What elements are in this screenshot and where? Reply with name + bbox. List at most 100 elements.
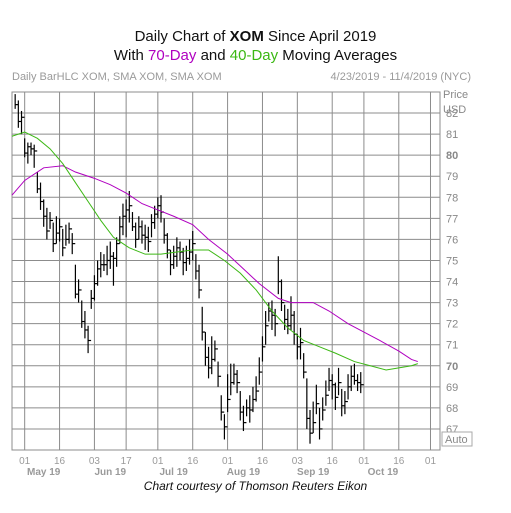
price-bar [74, 264, 79, 299]
price-bar [68, 222, 73, 244]
price-bar [344, 391, 348, 415]
x-day-tick: 01 [425, 456, 437, 467]
y-tick-label: 77 [446, 213, 458, 225]
price-bar [309, 409, 314, 444]
price-bar [71, 233, 76, 255]
price-bar [217, 361, 222, 387]
y-tick-label: 70 [446, 361, 458, 373]
price-bar [163, 218, 168, 244]
price-bar [46, 207, 50, 240]
x-day-tick: 01 [358, 456, 370, 467]
price-bar [296, 334, 301, 360]
x-month-label: Aug 19 [227, 467, 261, 478]
title-suffix: Since April 2019 [263, 28, 377, 45]
price-bar [211, 336, 215, 375]
price-bar [195, 254, 199, 280]
plot-frame [11, 91, 441, 451]
x-day-tick: 01 [152, 456, 164, 467]
y-tick-label: 81 [446, 129, 458, 141]
price-bar [58, 218, 63, 242]
title-ma70: 70-Day [148, 47, 197, 64]
price-bar [341, 388, 345, 417]
price-bar [20, 110, 25, 135]
x-month-label: Jul 19 [160, 467, 189, 478]
price-bar [147, 226, 152, 253]
price-bar [318, 407, 323, 440]
price-bar [325, 380, 329, 406]
price-bar [265, 311, 269, 345]
price-bar [334, 382, 339, 410]
price-bar [306, 378, 310, 429]
price-bar [128, 190, 133, 223]
title2-suffix: Moving Averages [278, 47, 398, 64]
price-bar [96, 260, 101, 286]
x-day-tick: 03 [292, 456, 304, 467]
y-tick-label: 73 [446, 298, 458, 310]
price-bar [52, 222, 57, 253]
x-day-tick: 16 [393, 456, 405, 467]
price-bar [249, 395, 253, 423]
price-bar [236, 369, 241, 394]
price-bar [119, 216, 123, 244]
x-month-label: May 19 [27, 467, 61, 478]
x-day-tick: 17 [121, 456, 133, 467]
price-bar [303, 353, 307, 379]
price-bar [43, 199, 47, 227]
price-bar [81, 300, 85, 328]
x-day-tick: 03 [89, 456, 101, 467]
ma40-line [11, 131, 418, 371]
x-month-label: Oct 19 [368, 467, 399, 478]
ma70-line [11, 165, 418, 363]
price-bar [14, 94, 19, 109]
x-month-label: Jun 19 [94, 467, 126, 478]
auto-scale-button[interactable] [441, 431, 473, 447]
price-bar [226, 374, 231, 413]
price-bar [337, 367, 342, 396]
price-bar [122, 203, 126, 236]
price-bar [214, 340, 218, 362]
title2-prefix: With [113, 47, 149, 64]
price-bar [223, 414, 228, 440]
price-bar [242, 405, 247, 432]
y-tick-label: 82 [446, 108, 458, 120]
price-bar [204, 332, 209, 366]
price-bar [280, 279, 285, 312]
price-bar [33, 144, 38, 168]
price-bar [255, 376, 260, 402]
grid [12, 92, 440, 450]
price-bar [109, 241, 114, 269]
price-bar [322, 397, 326, 421]
price-bar [290, 296, 294, 330]
price-bar [65, 224, 69, 246]
price-bar [185, 245, 190, 271]
title2-mid: and [196, 47, 230, 64]
price-bar [93, 275, 98, 301]
price-bar [150, 214, 155, 238]
y-tick-label: 71 [446, 340, 458, 352]
price-bar [106, 245, 111, 276]
price-bar [169, 249, 174, 276]
price-bar [246, 399, 250, 417]
price-bar [116, 237, 120, 267]
x-day-tick: 16 [187, 456, 199, 467]
currency-label: USD [443, 104, 466, 116]
price-bar [271, 300, 275, 330]
price-bar [125, 199, 130, 238]
price-bar [284, 304, 288, 330]
price-bar [198, 264, 203, 299]
y-tick-label: 80 [446, 150, 458, 162]
price-bar [360, 372, 364, 394]
price-bar [239, 391, 244, 421]
price-bar [328, 367, 333, 392]
price-bar [100, 252, 104, 278]
price-bar [157, 197, 161, 219]
price-bar [141, 220, 145, 244]
price-bar [49, 212, 54, 229]
y-tick-label: 72 [446, 319, 458, 331]
x-day-tick: 01 [19, 456, 31, 467]
y-tick-label: 79 [446, 171, 458, 183]
price-bar [30, 142, 35, 156]
price-bar [274, 308, 279, 337]
